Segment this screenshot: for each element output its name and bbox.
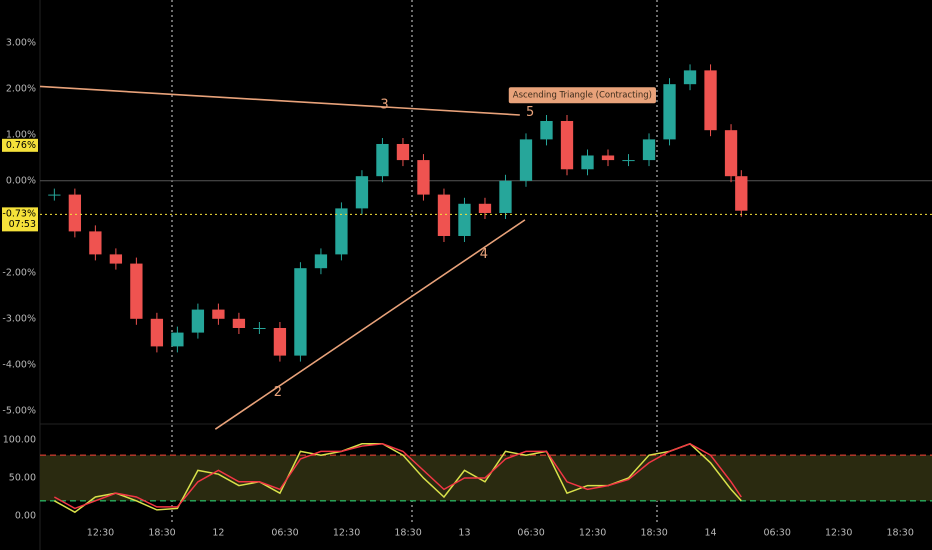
pattern-label: Ascending Triangle (Contracting) bbox=[513, 90, 652, 100]
x-tick-label: 06:30 bbox=[763, 528, 790, 539]
x-tick-label: 18:30 bbox=[394, 528, 421, 539]
candle bbox=[191, 309, 205, 333]
price-label: -0.73% bbox=[2, 208, 36, 219]
candle bbox=[560, 120, 574, 170]
x-tick-label: 13 bbox=[458, 528, 470, 539]
candle bbox=[704, 70, 717, 131]
x-tick-label: 12:30 bbox=[825, 528, 852, 539]
x-tick-label: 12:30 bbox=[87, 528, 114, 539]
x-tick-label: 12 bbox=[212, 528, 224, 539]
candle bbox=[683, 70, 697, 85]
y-tick-label: -2.00% bbox=[2, 267, 36, 278]
candle bbox=[478, 203, 492, 213]
x-tick-label: 06:30 bbox=[271, 528, 298, 539]
candle bbox=[48, 194, 61, 196]
candle bbox=[109, 254, 123, 264]
candle bbox=[150, 318, 164, 347]
y-tick-label: -5.00% bbox=[2, 405, 36, 416]
candle bbox=[355, 176, 369, 209]
candle bbox=[519, 139, 533, 181]
candle bbox=[335, 208, 348, 255]
price-countdown: 07:53 bbox=[9, 219, 36, 230]
candle bbox=[130, 263, 143, 319]
candle bbox=[735, 176, 748, 211]
oscillator-line bbox=[53, 442, 742, 514]
candle bbox=[724, 130, 738, 177]
candle bbox=[171, 332, 184, 347]
oscillator-line bbox=[53, 442, 742, 510]
candle bbox=[663, 84, 676, 140]
wave-label: 4 bbox=[480, 247, 488, 262]
candle bbox=[499, 180, 512, 213]
y-tick-label: 1.00% bbox=[6, 129, 36, 140]
y-tick-label: 2.00% bbox=[6, 83, 36, 94]
y-tick-label: -4.00% bbox=[2, 359, 36, 370]
candle bbox=[68, 194, 82, 232]
y-tick-label: -3.00% bbox=[2, 313, 36, 324]
candle bbox=[581, 155, 594, 170]
x-tick-label: 06:30 bbox=[517, 528, 544, 539]
x-tick-label: 12:30 bbox=[333, 528, 360, 539]
candle bbox=[540, 120, 553, 140]
candle bbox=[396, 143, 410, 161]
candle bbox=[376, 143, 389, 177]
y-tick-label: 0.00 bbox=[15, 510, 36, 521]
candle bbox=[273, 327, 287, 356]
y-tick-label: 100.00 bbox=[3, 434, 36, 445]
price-label-bg bbox=[2, 138, 38, 152]
wave-label: 2 bbox=[274, 385, 282, 400]
candle bbox=[642, 139, 656, 161]
candle bbox=[622, 160, 635, 162]
price-label-bg bbox=[2, 207, 38, 232]
x-tick-label: 14 bbox=[704, 528, 716, 539]
y-tick-label: 3.00% bbox=[6, 37, 36, 48]
y-tick-label: 0.00% bbox=[6, 175, 36, 186]
x-tick-label: 12:30 bbox=[579, 528, 606, 539]
candle bbox=[437, 194, 451, 236]
wave-label: 3 bbox=[380, 97, 388, 112]
price-label: 0.76% bbox=[6, 140, 36, 151]
x-tick-label: 18:30 bbox=[640, 528, 667, 539]
trend-line bbox=[39, 85, 520, 116]
candle bbox=[458, 203, 471, 236]
candle bbox=[253, 327, 266, 329]
x-tick-label: 18:30 bbox=[887, 528, 914, 539]
y-tick-label: 50.00 bbox=[9, 472, 36, 483]
candle bbox=[314, 254, 328, 269]
wave-label: 5 bbox=[526, 105, 534, 120]
trend-line bbox=[214, 219, 526, 430]
x-tick-label: 18:30 bbox=[148, 528, 175, 539]
candle bbox=[417, 160, 430, 195]
candle bbox=[232, 318, 246, 328]
pattern-label-bg bbox=[508, 87, 656, 104]
candle bbox=[212, 309, 225, 319]
candle bbox=[89, 231, 102, 255]
candle bbox=[294, 268, 307, 356]
candle bbox=[601, 155, 615, 161]
